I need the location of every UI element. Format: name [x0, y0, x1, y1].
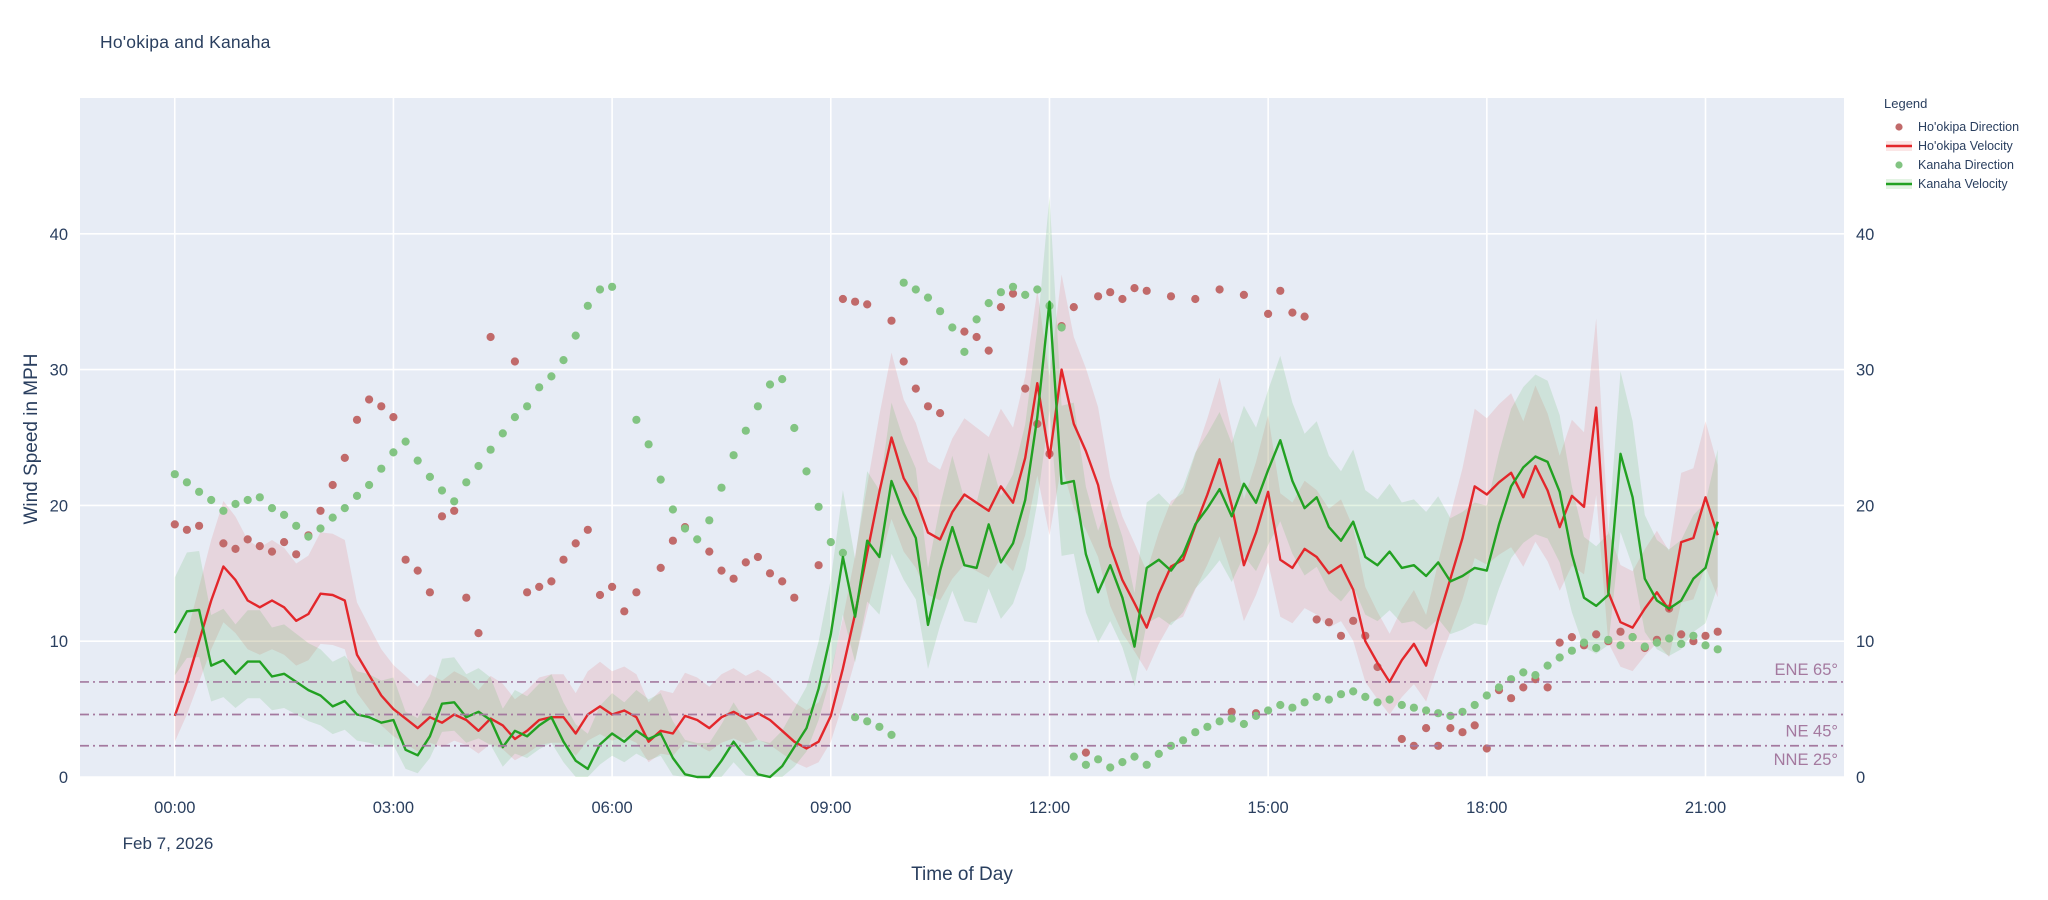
ho-okipa-velocity-line	[173, 368, 1719, 750]
svg-text:0: 0	[59, 769, 68, 787]
svg-text:30: 30	[50, 362, 68, 380]
reference-line-label: ENE 65°	[1775, 661, 1838, 679]
svg-text:03:00: 03:00	[373, 799, 414, 817]
svg-text:00:00: 00:00	[154, 799, 195, 817]
svg-text:0: 0	[1856, 769, 1865, 787]
svg-text:20: 20	[50, 497, 68, 515]
ho-okipa-velocity-band	[174, 274, 1718, 768]
kanaha-velocity-line	[173, 300, 1719, 779]
legend-title: Legend	[1884, 96, 1928, 111]
legend: Legend Ho'okipa Direction Ho'okipa Veloc…	[1884, 96, 2044, 193]
legend-item-hookipa-velocity[interactable]: Ho'okipa Velocity	[1884, 136, 2044, 155]
kanaha-direction-dots	[170, 278, 1722, 772]
x-axis-tick-labels: 00:00 03:00 06:00 09:00 12:00 15:00 18:00 21:00	[154, 799, 1726, 817]
svg-text:40: 40	[1856, 226, 1874, 244]
svg-text:12:00: 12:00	[1029, 799, 1070, 817]
y-axis-tick-labels-right: 0 10 20 30 40	[1856, 226, 1874, 787]
svg-text:10: 10	[50, 633, 68, 651]
hookipa-velocity-line-icon	[1884, 139, 1914, 153]
kanaha-velocity-line-icon	[1884, 177, 1914, 191]
x-axis-date-label: Feb 7, 2026	[122, 834, 214, 853]
hookipa-direction-marker-icon	[1884, 120, 1914, 134]
legend-item-label: Ho'okipa Direction	[1918, 119, 2020, 134]
reference-line-label: NNE 25°	[1774, 751, 1838, 769]
svg-text:10: 10	[1856, 633, 1874, 651]
legend-item-kanaha-direction[interactable]: Kanaha Direction	[1884, 155, 2044, 174]
svg-text:06:00: 06:00	[591, 799, 632, 817]
legend-item-label: Ho'okipa Velocity	[1918, 138, 2013, 153]
svg-text:21:00: 21:00	[1685, 799, 1726, 817]
svg-text:15:00: 15:00	[1247, 799, 1288, 817]
svg-text:40: 40	[50, 226, 68, 244]
legend-item-kanaha-velocity[interactable]: Kanaha Velocity	[1884, 174, 2044, 193]
svg-text:18:00: 18:00	[1466, 799, 1507, 817]
gridlines	[80, 98, 1844, 778]
legend-item-label: Kanaha Velocity	[1918, 176, 2008, 191]
direction-reference-lines: ENE 65° NE 45° NNE 25°	[80, 661, 1844, 769]
svg-text:20: 20	[1856, 497, 1874, 515]
kanaha-direction-marker-icon	[1884, 158, 1914, 172]
svg-text:09:00: 09:00	[810, 799, 851, 817]
page-title: Ho'okipa and Kanaha	[100, 32, 271, 52]
y-axis-tick-labels-left: 0 10 20 30 40	[50, 226, 68, 787]
reference-line-label: NE 45°	[1786, 723, 1838, 741]
y-axis-title: Wind Speed in MPH	[21, 353, 42, 525]
legend-item-hookipa-direction[interactable]: Ho'okipa Direction	[1884, 117, 2044, 136]
svg-text:30: 30	[1856, 362, 1874, 380]
x-axis-title: Time of Day	[911, 864, 1013, 885]
kanaha-velocity-band	[174, 196, 1718, 777]
legend-item-label: Kanaha Direction	[1918, 157, 2014, 172]
